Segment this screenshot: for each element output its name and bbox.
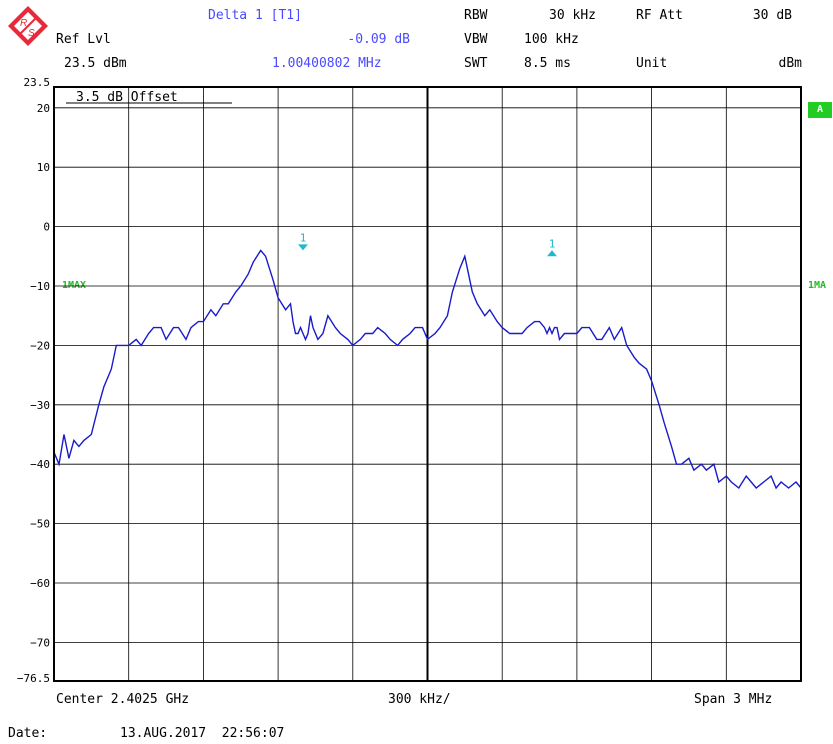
plot-frame [53, 86, 802, 682]
y-tick-label: −76.5 [17, 672, 50, 685]
y-tick-label: 23.5 [24, 76, 51, 89]
trace-label-left: 1MAX [62, 280, 87, 291]
y-tick-label: 10 [37, 161, 50, 174]
svg-text:S: S [28, 28, 35, 39]
unit-value: dBm [778, 56, 802, 71]
unit-label: Unit [636, 56, 668, 71]
ref-lvl-label: Ref Lvl [56, 32, 111, 47]
y-tick-label: −10 [30, 280, 50, 293]
y-tick-label: −30 [30, 399, 50, 412]
vbw-value: 100 kHz [524, 32, 579, 47]
vbw-label: VBW [464, 32, 488, 47]
date-value: 13.AUG.2017 22:56:07 [120, 726, 285, 741]
marker-label: Delta 1 [T1] [208, 8, 302, 23]
offset-label: 3.5 dB Offset [76, 90, 178, 105]
marker-label-number: 1 [300, 231, 307, 244]
y-tick-label: −40 [30, 458, 50, 471]
date-label: Date: [8, 726, 48, 741]
marker-label-number: 1 [549, 237, 556, 250]
swt-value: 8.5 ms [524, 56, 571, 71]
y-tick-labels: 23.5 20 10 0 −10 −20 −30 −40 −50 −60 −70 −76.5 [17, 76, 50, 685]
rohde-schwarz-logo-icon: R S [8, 6, 48, 46]
rf-att-label: RF Att [636, 8, 683, 23]
rf-att-value: 30 dB [752, 8, 792, 23]
offset-box: 3.5 dB Offset [66, 90, 232, 105]
swt-label: SWT [464, 56, 488, 71]
chart-grid [54, 87, 801, 681]
screen-a-badge: A [808, 102, 832, 118]
marker-triangle [547, 250, 557, 257]
y-tick-label: 20 [37, 102, 50, 115]
y-tick-label: −60 [30, 577, 50, 590]
y-tick-label: 0 [43, 221, 50, 234]
rbw-value: 30 kHz [549, 8, 596, 23]
span-value: Span 3 MHz [694, 692, 773, 707]
y-tick-label: −50 [30, 518, 50, 531]
y-tick-label: −70 [30, 636, 50, 649]
ref-lvl-value: 23.5 dBm [64, 56, 127, 71]
rbw-label: RBW [464, 8, 488, 23]
trace-line [53, 249, 802, 490]
marker-triangle [298, 244, 308, 251]
trace-label-right: 1MA [808, 280, 827, 291]
svg-text:R: R [20, 18, 27, 29]
division-width: 300 kHz/ [388, 692, 451, 707]
marker-delta-level: -0.09 dB [347, 32, 410, 47]
y-tick-label: −20 [30, 339, 50, 352]
center-frequency: Center 2.4025 GHz [56, 692, 190, 707]
marker-delta-freq: 1.00400802 MHz [272, 56, 382, 71]
